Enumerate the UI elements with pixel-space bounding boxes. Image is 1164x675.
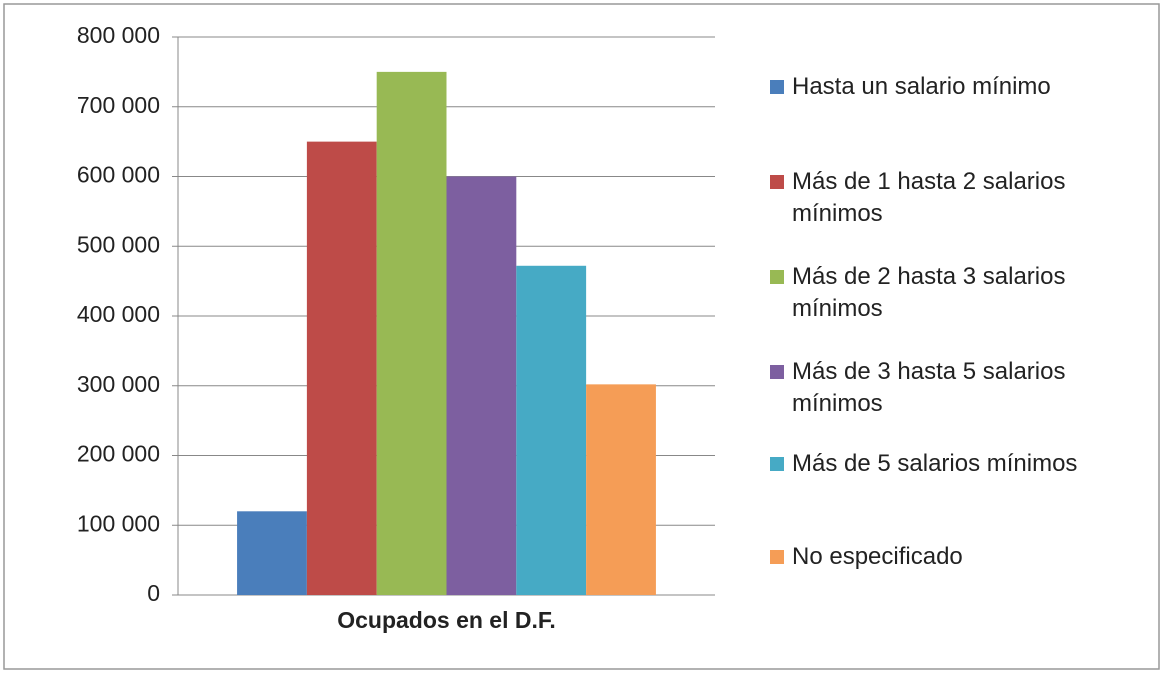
legend-swatch [770,550,784,564]
legend-swatch [770,175,784,189]
y-tick-label: 100 000 [77,510,160,536]
bar [516,265,587,595]
legend-label: Más de 2 hasta 3 salarios mínimos [792,263,1066,322]
y-tick-label: 300 000 [77,371,160,397]
legend-label: Más de 5 salarios mínimos [792,450,1078,477]
legend-item: Más de 5 salarios mínimos [770,448,1140,480]
legend-item: Más de 2 hasta 3 salarios mínimos [770,261,1140,325]
legend-swatch [770,457,784,471]
legend-item: Más de 1 hasta 2 salarios mínimos [770,166,1140,230]
x-tick-label: Ocupados en el D.F. [337,607,556,633]
y-tick-label: 800 000 [77,22,160,48]
chart-border [3,3,1160,670]
legend-swatch [770,270,784,284]
y-tick-label: 700 000 [77,92,160,118]
legend-label: Más de 3 hasta 5 salarios mínimos [792,358,1066,417]
legend-label: Hasta un salario mínimo [792,73,1051,100]
bar [376,71,447,595]
legend-label: Más de 1 hasta 2 salarios mínimos [792,168,1066,227]
legend-label: No especificado [792,543,963,570]
legend-swatch [770,365,784,379]
bar [237,511,307,595]
y-tick-label: 600 000 [77,162,160,188]
legend-item: Más de 3 hasta 5 salarios mínimos [770,356,1140,420]
bar [446,176,517,595]
y-tick-label: 200 000 [77,441,160,467]
bar [306,141,377,595]
legend-swatch [770,80,784,94]
legend-item: No especificado [770,541,1140,573]
bar [586,384,656,595]
legend-item: Hasta un salario mínimo [770,71,1140,103]
y-tick-label: 400 000 [77,301,160,327]
y-tick-label: 500 000 [77,231,160,257]
y-tick-label: 0 [147,580,160,606]
